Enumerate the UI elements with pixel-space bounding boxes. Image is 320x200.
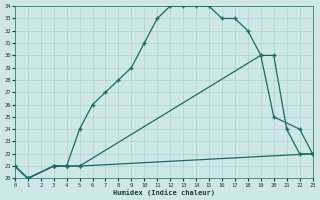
X-axis label: Humidex (Indice chaleur): Humidex (Indice chaleur) [113, 189, 215, 196]
